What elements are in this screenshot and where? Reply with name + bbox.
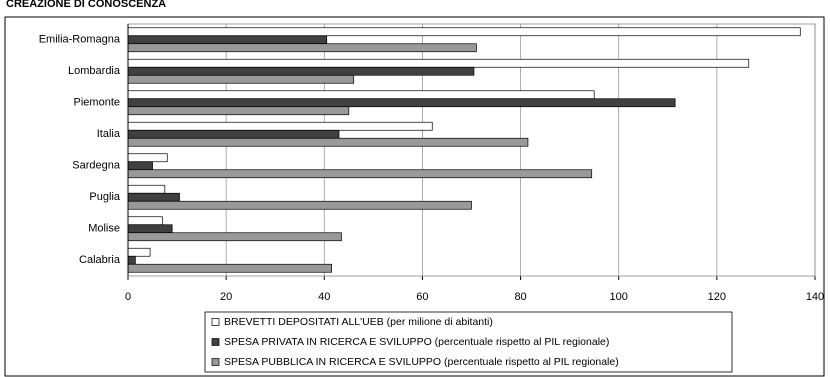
bar: [127, 263, 332, 273]
bar: [127, 137, 529, 147]
y-tick-label: Sardegna: [72, 160, 121, 172]
x-tick-label: 100: [610, 291, 628, 303]
y-tick-label: Italia: [97, 128, 121, 140]
bar: [127, 74, 355, 84]
bar: [127, 35, 328, 45]
legend-swatch: [211, 318, 220, 326]
y-tick-label: Lombardia: [68, 65, 121, 77]
bar: [127, 58, 750, 68]
bar: [127, 184, 166, 194]
legend-label: SPESA PRIVATA IN RICERCA E SVILUPPO (per…: [224, 336, 609, 348]
bar: [127, 200, 472, 210]
bar: [127, 153, 168, 163]
bar: [127, 247, 151, 257]
bar: [127, 106, 350, 116]
bar: [127, 169, 593, 179]
bar: [127, 216, 163, 226]
bar: [127, 255, 136, 265]
legend: BREVETTI DEPOSITATI ALL'UEB (per milione…: [204, 311, 733, 373]
x-tick-label: 120: [708, 291, 726, 303]
chart-title: CREAZIONE DI CONOSCENZA: [6, 0, 166, 10]
bar: [127, 129, 340, 139]
legend-box: [204, 311, 733, 373]
y-tick-label: Calabria: [79, 254, 121, 266]
bar: [127, 98, 676, 108]
bar: [127, 232, 342, 242]
x-tick-label: 40: [318, 291, 330, 303]
bar: [127, 90, 595, 100]
bar: [127, 224, 173, 234]
x-tick-label: 20: [220, 291, 232, 303]
bar: [127, 27, 801, 37]
bar: [127, 43, 477, 53]
x-tick-label: 140: [806, 291, 824, 303]
x-tick-label: 60: [416, 291, 428, 303]
legend-swatch: [211, 338, 220, 346]
y-tick-label: Molise: [88, 223, 120, 235]
x-tick-label: 80: [514, 291, 526, 303]
legend-swatch: [211, 358, 220, 366]
chart-frame: [4, 16, 825, 377]
legend-label: BREVETTI DEPOSITATI ALL'UEB (per milione…: [224, 316, 493, 328]
bar: [127, 66, 475, 76]
legend-label: SPESA PUBBLICA IN RICERCA E SVILUPPO (pe…: [224, 356, 619, 368]
bar: [127, 161, 153, 171]
bar: [127, 121, 433, 131]
y-tick-label: Emilia-Romagna: [39, 34, 121, 46]
x-tick-label: 0: [125, 291, 131, 303]
y-tick-label: Piemonte: [74, 97, 120, 109]
bar: [127, 192, 180, 202]
y-tick-label: Puglia: [89, 191, 120, 203]
